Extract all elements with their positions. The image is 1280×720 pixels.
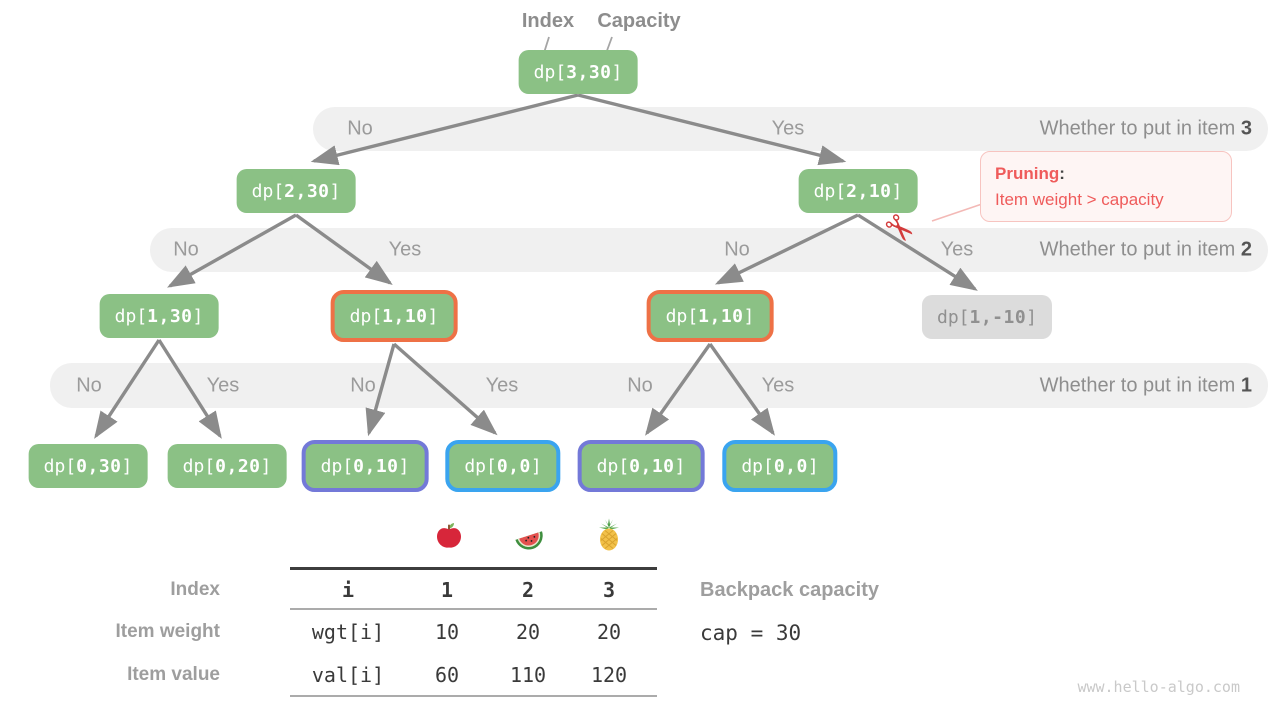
answer-label: Yes (940, 238, 974, 261)
table-row-label-index: Index (170, 579, 220, 600)
backpack-capacity-label: Backpack capacity (700, 579, 880, 601)
decision-band-item-2: No Yes No Yes Whether to put in item 2 (150, 228, 1268, 272)
answer-label: Yes (771, 117, 805, 140)
table-cell: val[i] (311, 663, 385, 687)
table-row-label-weight: Item weight (115, 621, 220, 642)
node-dp-0-10-left: dp[0,10] (301, 440, 429, 492)
node-dp-0-30: dp[0,30] (28, 444, 148, 488)
pruning-text: Item weight > capacity (995, 190, 1164, 209)
node-dp-3-30: dp[3,30] (518, 50, 638, 94)
table-rule-bottom (290, 695, 657, 697)
answer-label: No (627, 374, 653, 396)
index-pointer-label: Index (521, 10, 575, 32)
table-cell: 20 (515, 620, 541, 644)
band-caption: Whether to put in item 1 (1039, 374, 1252, 396)
node-dp-0-0-left: dp[0,0] (445, 440, 561, 492)
table-cell: 2 (521, 578, 535, 602)
table-cell: 1 (440, 578, 454, 602)
table-cell: wgt[i] (311, 620, 385, 644)
table-cell: 110 (509, 663, 547, 687)
backpack-capacity-value: cap = 30 (700, 621, 802, 645)
answer-label: No (173, 238, 199, 261)
table-cell: 3 (602, 578, 616, 602)
node-dp-1-30: dp[1,30] (99, 294, 219, 338)
answer-label: No (347, 117, 373, 140)
apple-icon (434, 521, 464, 556)
answer-label: No (724, 238, 750, 261)
answer-label: No (76, 374, 102, 396)
node-dp-0-0-right: dp[0,0] (722, 440, 838, 492)
watermark: www.hello-algo.com (1077, 678, 1240, 696)
decision-band-item-3: No Yes Whether to put in item 3 (313, 107, 1268, 151)
table-cell: i (341, 578, 355, 602)
node-dp-1-10-right: dp[1,10] (646, 290, 774, 342)
pruning-note: Pruning: Item weight > capacity (980, 151, 1232, 222)
answer-label: Yes (206, 374, 240, 396)
node-dp-2-10: dp[2,10] (798, 169, 918, 213)
table-cell: 10 (434, 620, 460, 644)
band-caption: Whether to put in item 2 (1039, 238, 1252, 261)
pineapple-icon (596, 518, 622, 557)
answer-label: Yes (485, 374, 519, 396)
node-dp-2-30: dp[2,30] (236, 169, 356, 213)
pruning-title: Pruning (995, 164, 1060, 183)
table-rule-top (290, 567, 657, 570)
node-dp-1-10-left: dp[1,10] (330, 290, 458, 342)
answer-label: Yes (761, 374, 795, 396)
capacity-pointer-label: Capacity (597, 10, 681, 32)
table-cell: 120 (590, 663, 628, 687)
table-cell: 20 (596, 620, 622, 644)
answer-label: No (350, 374, 376, 396)
pruning-connector-line (931, 203, 983, 222)
node-dp-0-20: dp[0,20] (167, 444, 287, 488)
table-rule-middle (290, 608, 657, 610)
watermelon-icon (513, 522, 545, 557)
table-cell: 60 (434, 663, 460, 687)
band-caption: Whether to put in item 3 (1039, 117, 1252, 140)
node-dp-1-neg10: dp[1,-10] (921, 295, 1053, 339)
table-row-label-value: Item value (127, 664, 220, 685)
decision-band-item-1: No Yes No Yes No Yes Whether to put in i… (50, 363, 1268, 408)
answer-label: Yes (388, 238, 422, 261)
node-dp-0-10-right: dp[0,10] (577, 440, 705, 492)
